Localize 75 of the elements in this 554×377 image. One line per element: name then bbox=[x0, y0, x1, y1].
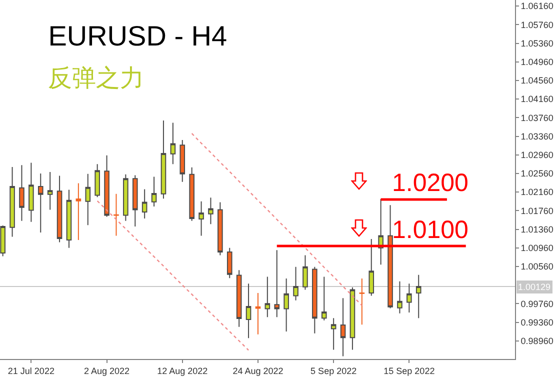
candlestick bbox=[330, 318, 336, 350]
candlestick bbox=[208, 197, 214, 225]
candlestick bbox=[397, 280, 402, 314]
candlestick bbox=[340, 298, 346, 357]
y-tick-label: 1.00960 bbox=[520, 243, 554, 254]
x-tick-label: 12 Aug 2022 bbox=[157, 366, 208, 376]
y-tick-label: 1.03760 bbox=[520, 112, 554, 123]
annotation: 1.0100 bbox=[392, 216, 468, 244]
line-series bbox=[96, 200, 250, 351]
text: EURUSD - H4 bbox=[48, 20, 228, 52]
candlestick bbox=[350, 286, 356, 350]
candlestick bbox=[378, 198, 384, 266]
candlestick bbox=[359, 278, 365, 326]
y-tick-label: 1.05760 bbox=[520, 20, 554, 30]
candlestick bbox=[10, 166, 15, 238]
candlestick bbox=[94, 164, 100, 198]
candlestick bbox=[19, 164, 24, 222]
candlestick bbox=[170, 122, 176, 165]
y-tick-label: 1.04160 bbox=[520, 94, 554, 104]
y-tick-label: 1.05360 bbox=[520, 38, 554, 48]
candlestick bbox=[85, 173, 91, 226]
candlestick bbox=[56, 175, 62, 243]
candlestick bbox=[388, 204, 393, 309]
y-tick-label: 1.04560 bbox=[520, 76, 554, 86]
candlestick bbox=[416, 274, 422, 319]
candlestick bbox=[321, 276, 327, 321]
y-tick-label: 1.06160 bbox=[520, 1, 554, 12]
y-tick-label: 1.02160 bbox=[520, 187, 554, 198]
candlestick bbox=[142, 188, 148, 220]
candlestick bbox=[246, 283, 252, 339]
candlestick bbox=[226, 247, 232, 279]
y-tick-label: 1.00560 bbox=[520, 262, 554, 272]
candlestick bbox=[151, 176, 157, 207]
candlestick bbox=[38, 172, 44, 234]
candlestick bbox=[47, 172, 53, 210]
y-tick-label: 1.01760 bbox=[520, 206, 554, 216]
candlestick bbox=[293, 266, 298, 301]
candlestick bbox=[123, 174, 128, 222]
annotation: 1.0200 bbox=[392, 169, 468, 197]
candlestick bbox=[66, 189, 72, 248]
candlestick bbox=[132, 174, 138, 227]
x-tick-label: 24 Aug 2022 bbox=[232, 366, 284, 376]
candlestick bbox=[284, 278, 289, 332]
candlestick bbox=[236, 270, 242, 328]
y-tick-label: 1.02560 bbox=[520, 168, 554, 179]
candlestick bbox=[274, 250, 280, 318]
candlestick bbox=[180, 139, 186, 182]
candlestick bbox=[302, 254, 308, 290]
candlestick bbox=[189, 166, 194, 222]
x-tick-label: 21 Jul 2022 bbox=[8, 366, 54, 376]
x-tick-label: 15 Sep 2022 bbox=[384, 366, 435, 376]
x-tick-label: 5 Sep 2022 bbox=[310, 366, 357, 376]
candlestick bbox=[104, 154, 110, 218]
y-tick-label: 1.03360 bbox=[520, 131, 554, 142]
candlestick bbox=[406, 283, 412, 313]
y-tick-label: 1.01360 bbox=[520, 224, 554, 234]
y-tick-label: 0.98960 bbox=[520, 336, 554, 346]
candlestick bbox=[28, 162, 34, 222]
candlestick bbox=[114, 193, 119, 236]
y-tick-label: 0.99360 bbox=[520, 317, 554, 328]
candlestick bbox=[198, 200, 204, 236]
x-tick-label: 2 Aug 2022 bbox=[84, 366, 130, 376]
text: 反弹之力 bbox=[48, 65, 144, 92]
candlestick bbox=[312, 266, 318, 334]
y-tick-label: 1.04960 bbox=[520, 57, 554, 67]
y-tick-label: 1.02960 bbox=[520, 150, 554, 160]
candlestick bbox=[264, 276, 270, 318]
candlestick bbox=[160, 120, 166, 200]
candlestick bbox=[368, 238, 374, 296]
candlestick bbox=[255, 292, 261, 335]
candlestick bbox=[76, 182, 82, 240]
line-series bbox=[191, 132, 363, 306]
candlestick bbox=[218, 202, 223, 256]
candlestick bbox=[0, 225, 6, 257]
y-tick-label: 0.99760 bbox=[520, 298, 554, 309]
